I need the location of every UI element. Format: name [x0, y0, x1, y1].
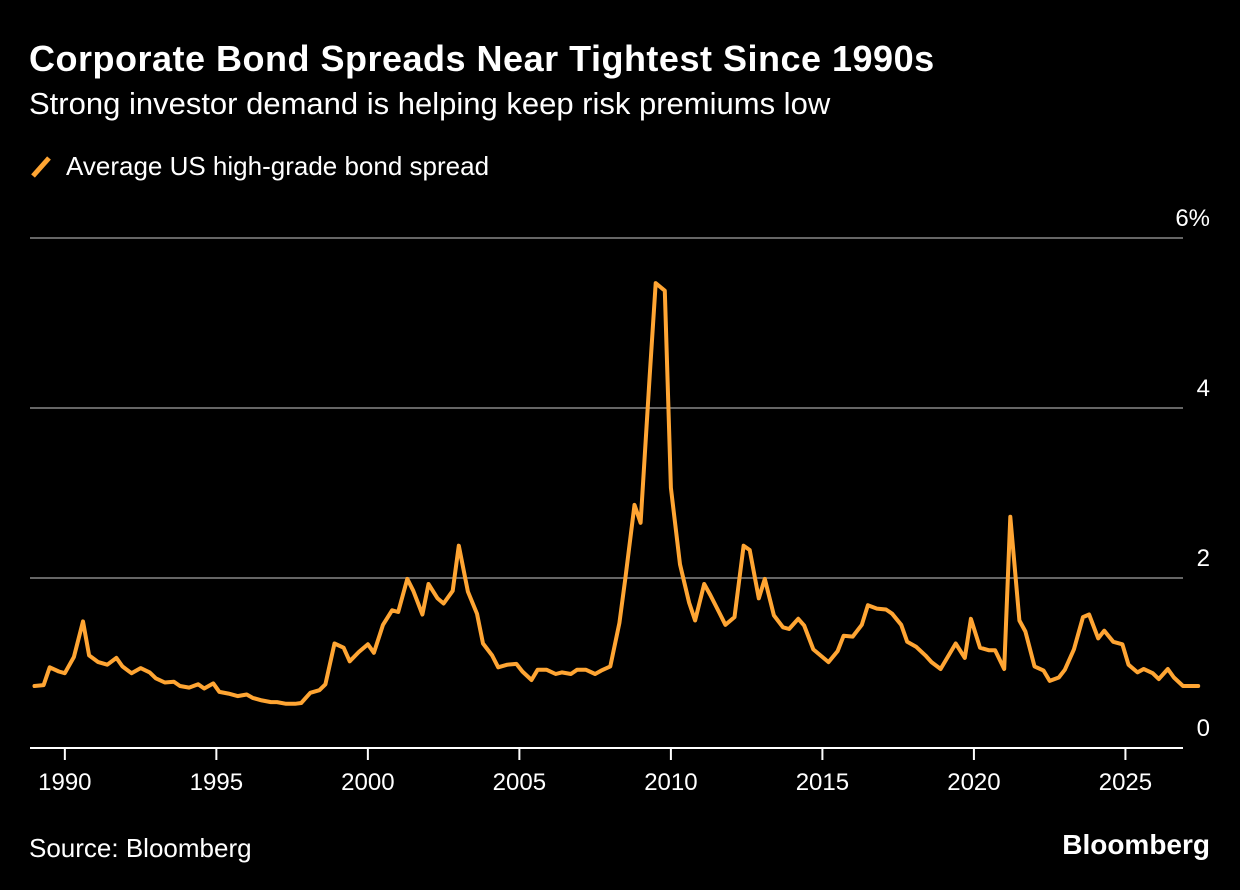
grid-lines: [30, 237, 1183, 579]
x-tick-label: 2010: [644, 769, 697, 796]
legend-swatch: [31, 156, 51, 178]
legend: Average US high-grade bond spread: [30, 149, 489, 183]
y-tick-label: 2: [1197, 545, 1210, 572]
series-layer: [32, 281, 1201, 706]
x-tick-label: 2015: [796, 769, 849, 796]
series-line-0: [32, 281, 1201, 706]
chart-title: Corporate Bond Spreads Near Tightest Sin…: [29, 38, 935, 79]
x-axis: [30, 747, 1183, 760]
x-tick-label: 2005: [493, 769, 546, 796]
chart-subtitle: Strong investor demand is helping keep r…: [29, 86, 831, 121]
x-tick-label: 2000: [341, 769, 394, 796]
x-tick-label: 2025: [1099, 769, 1152, 796]
x-tick-label: 2020: [947, 769, 1000, 796]
x-tick-label: 1990: [38, 769, 91, 796]
tick-labels: 6% 4 2 0 1990 1995 2000 2005 2010 2015 2020 2025: [38, 205, 1210, 796]
y-tick-label: 4: [1197, 375, 1210, 402]
y-tick-label: 0: [1197, 715, 1210, 742]
source-note: Source: Bloomberg: [29, 833, 252, 863]
x-tick-label: 1995: [190, 769, 243, 796]
legend-label: Average US high-grade bond spread: [66, 150, 490, 181]
bloomberg-logo: Bloomberg: [1062, 829, 1210, 860]
y-tick-label: 6%: [1175, 205, 1210, 232]
